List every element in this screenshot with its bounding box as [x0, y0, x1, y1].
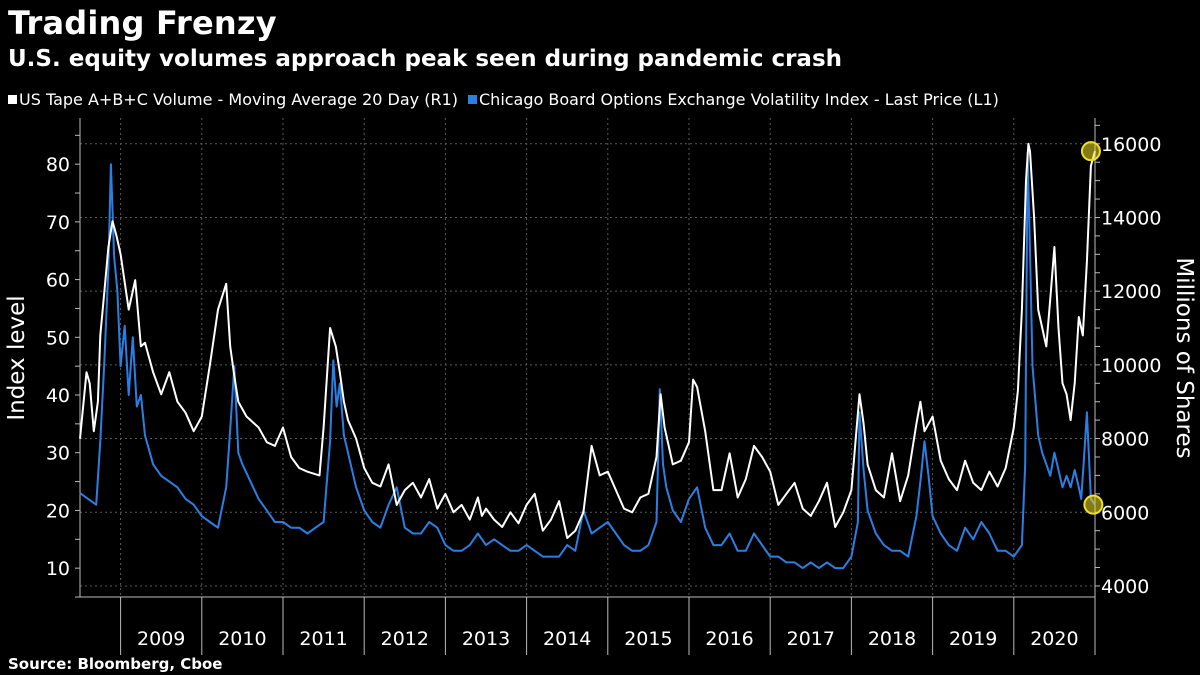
highlight-marker-vix	[1083, 494, 1104, 515]
y-left-tick-label: 60	[46, 270, 70, 292]
y-left-tick-label: 70	[46, 212, 70, 234]
chart-subtitle: U.S. equity volumes approach peak seen d…	[8, 46, 843, 72]
legend-item-vix: Chicago Board Options Exchange Volatilit…	[468, 90, 999, 109]
legend: US Tape A+B+C Volume - Moving Average 20…	[8, 90, 1009, 109]
chart-title: Trading Frenzy	[8, 4, 277, 42]
annotation-layer	[1080, 141, 1104, 515]
x-tick-label: 2014	[543, 628, 591, 650]
y-left-tick-label: 80	[46, 154, 70, 176]
x-tick-label: 2015	[624, 628, 672, 650]
legend-item-volume: US Tape A+B+C Volume - Moving Average 20…	[8, 90, 458, 109]
series-line-vix	[79, 151, 1096, 570]
y-left-tick-label: 50	[46, 327, 70, 349]
legend-label-volume: US Tape A+B+C Volume - Moving Average 20…	[19, 90, 458, 109]
y-right-tick-label: 14000	[1101, 207, 1161, 229]
x-tick-label: 2012	[381, 628, 429, 650]
y-left-tick-label: 20	[46, 500, 70, 522]
y-left-tick-label: 40	[46, 385, 70, 407]
axes: 10 20 30 40 50 60 70 80 4000 6000 8000 10000 12000 14…	[46, 118, 1161, 655]
highlight-marker-volume	[1080, 141, 1101, 162]
legend-label-vix: Chicago Board Options Exchange Volatilit…	[479, 90, 999, 109]
y-right-tick-label: 8000	[1101, 429, 1149, 451]
y-right-tick-label: 6000	[1101, 502, 1149, 524]
y-right-tick-label: 16000	[1101, 134, 1161, 156]
x-tick-label: 2017	[787, 628, 835, 650]
x-tick-label: 2010	[218, 628, 266, 650]
y-right-tick-label: 10000	[1101, 355, 1161, 377]
y-axis-right-label: Millions of Shares	[1171, 257, 1197, 458]
x-tick-label: 2018	[868, 628, 916, 650]
source-note: Source: Bloomberg, Cboe	[8, 655, 223, 673]
x-tick-label: 2011	[299, 628, 347, 650]
series-line-volume	[79, 142, 1096, 539]
y-right-tick-label: 4000	[1101, 576, 1149, 598]
x-tick-label: 2013	[462, 628, 510, 650]
x-tick-label: 2016	[705, 628, 753, 650]
x-tick-label: 2019	[949, 628, 997, 650]
legend-swatch-vix	[468, 95, 477, 104]
legend-swatch-volume	[8, 95, 17, 104]
x-tick-label: 2020	[1030, 628, 1078, 650]
y-left-tick-label: 30	[46, 443, 70, 465]
grid	[80, 118, 1096, 597]
y-left-tick-label: 10	[46, 558, 70, 580]
x-tick-label: 2009	[137, 628, 185, 650]
y-right-tick-label: 12000	[1101, 281, 1161, 303]
y-axis-left-label: Index level	[4, 295, 30, 420]
series-layer	[79, 142, 1096, 570]
